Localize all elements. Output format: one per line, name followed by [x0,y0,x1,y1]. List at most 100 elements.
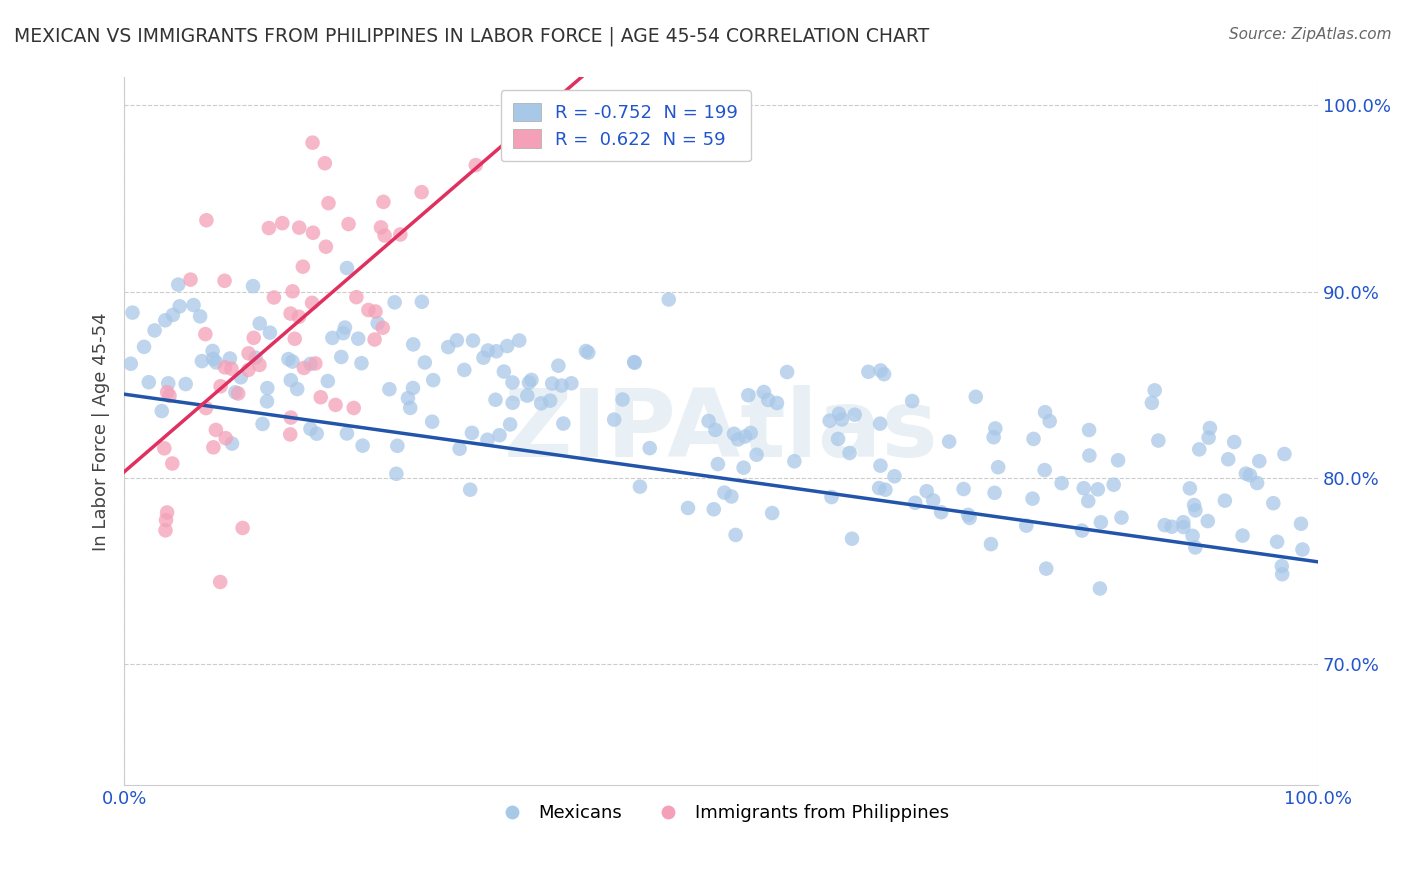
Point [446,334,468,348]
Point [766,396,789,410]
Point [422,373,444,387]
Point [472,351,495,365]
Point [453,363,475,377]
Point [245,351,267,365]
Point [461,334,484,348]
Point [257,221,280,235]
Point [226,386,249,401]
Point [188,310,211,324]
Point [284,332,307,346]
Point [1246,476,1268,491]
Point [922,493,945,508]
Point [868,481,890,495]
Point [1078,449,1101,463]
Point [761,506,783,520]
Point [389,227,412,242]
Point [485,344,508,359]
Point [162,308,184,322]
Point [1234,467,1257,481]
Point [281,354,304,368]
Point [232,521,254,535]
Point [516,389,538,403]
Point [1088,582,1111,596]
Point [875,483,897,497]
Point [547,359,569,373]
Point [174,377,197,392]
Point [575,344,598,359]
Point [1143,384,1166,398]
Point [517,376,540,390]
Point [1173,520,1195,534]
Point [371,320,394,334]
Point [820,490,842,504]
Point [1015,518,1038,533]
Point [488,428,510,442]
Point [277,352,299,367]
Point [1111,510,1133,524]
Point [132,340,155,354]
Point [281,285,304,299]
Point [121,305,143,319]
Point [357,303,380,318]
Point [720,490,742,504]
Point [502,396,524,410]
Point [305,426,328,441]
Point [550,378,572,392]
Point [776,365,799,379]
Point [278,427,301,442]
Point [309,390,332,404]
Point [560,376,582,391]
Point [844,408,866,422]
Point [1188,442,1211,457]
Point [508,334,530,348]
Point [1147,434,1170,448]
Point [623,355,645,369]
Point [723,426,745,441]
Point [1140,396,1163,410]
Point [612,392,634,407]
Point [1271,567,1294,582]
Point [1087,483,1109,497]
Point [179,272,201,286]
Text: MEXICAN VS IMMIGRANTS FROM PHILIPPINES IN LABOR FORCE | AGE 45-54 CORRELATION CH: MEXICAN VS IMMIGRANTS FROM PHILIPPINES I… [14,27,929,46]
Point [402,381,425,395]
Point [1199,421,1222,435]
Point [484,392,506,407]
Point [318,196,340,211]
Point [218,351,240,366]
Point [638,441,661,455]
Point [957,508,980,522]
Point [155,524,177,538]
Point [983,430,1005,444]
Point [873,367,896,381]
Point [831,412,853,426]
Point [399,401,422,415]
Point [1198,431,1220,445]
Point [215,431,238,445]
Point [464,158,486,172]
Point [1239,468,1261,483]
Point [202,351,225,366]
Point [344,290,367,304]
Point [733,460,755,475]
Point [724,528,747,542]
Point [347,332,370,346]
Point [256,394,278,409]
Point [1050,476,1073,491]
Point [827,432,849,446]
Point [378,382,401,396]
Point [343,401,366,415]
Point [449,442,471,456]
Point [1077,494,1099,508]
Point [676,500,699,515]
Point [285,382,308,396]
Point [316,374,339,388]
Point [983,486,1005,500]
Point [238,363,260,377]
Point [159,389,181,403]
Point [740,425,762,440]
Point [1078,423,1101,437]
Point [1184,541,1206,555]
Point [1022,432,1045,446]
Point [374,228,396,243]
